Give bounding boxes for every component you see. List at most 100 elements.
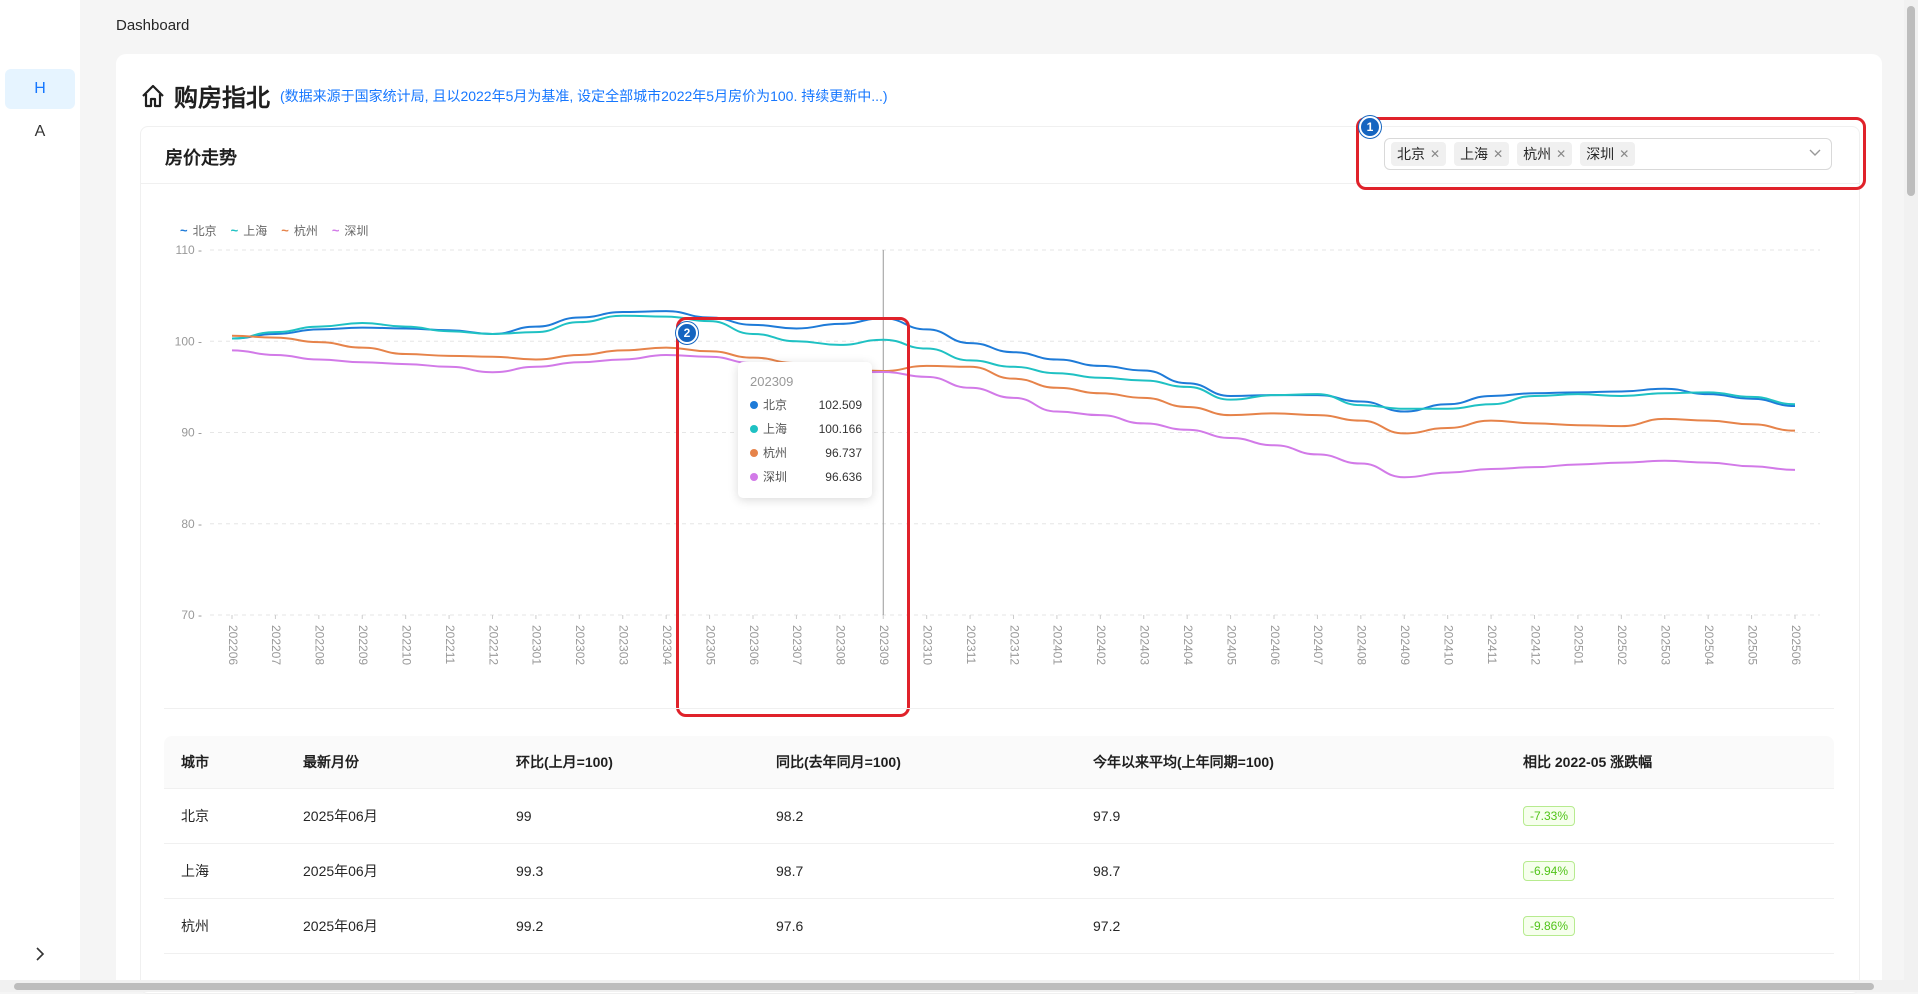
tooltip-dot <box>750 424 758 433</box>
table-header-cell: 城市 <box>181 754 209 770</box>
horizontal-scrollbar[interactable] <box>0 980 1904 992</box>
series-line-深圳 <box>231 349 1796 479</box>
city-tag-label: 深圳 <box>1586 146 1615 162</box>
table-cell: 2025年06月 <box>303 863 378 879</box>
x-tick-label: 202309 <box>877 625 891 665</box>
table-cell: 2025年06月 <box>303 918 378 934</box>
legend-label: 深圳 <box>344 224 369 238</box>
table-cell: 98.2 <box>776 808 804 824</box>
legend-item[interactable]: ~ 深圳 <box>332 222 369 239</box>
close-icon[interactable]: ✕ <box>1430 147 1441 161</box>
table-cell: 99 <box>516 808 532 824</box>
x-tick-label: 202310 <box>920 625 934 665</box>
chart-card-header: 房价走势 <box>141 127 1859 184</box>
legend-swatch: ~ <box>281 223 289 238</box>
table-row: 上海 2025年06月 99.3 98.7 98.7 -6.94% <box>164 844 1834 899</box>
y-tick-label: 90 - <box>181 426 202 440</box>
x-tick-label: 202210 <box>399 625 413 665</box>
tooltip-row-name: 深圳 <box>763 470 788 484</box>
table-cell: 2025年06月 <box>303 808 378 824</box>
city-tag[interactable]: 上海 ✕ <box>1454 142 1510 166</box>
city-tag[interactable]: 杭州 ✕ <box>1517 142 1573 166</box>
legend-label: 杭州 <box>293 224 318 238</box>
scrollbar-thumb[interactable] <box>14 983 1874 990</box>
table-cell: 99.3 <box>516 863 544 879</box>
annotation-marker-1: 1 <box>1359 116 1381 138</box>
city-multiselect[interactable]: 北京 ✕ 上海 ✕ 杭州 ✕ 深圳 ✕ <box>1384 138 1832 170</box>
x-tick-label: 202402 <box>1094 625 1108 665</box>
table-row: 北京 2025年06月 99 98.2 97.9 -7.33% <box>164 789 1834 844</box>
legend-swatch: ~ <box>180 223 188 238</box>
x-tick-label: 202405 <box>1224 625 1238 665</box>
city-tag-label: 北京 <box>1397 146 1425 162</box>
vertical-scrollbar[interactable] <box>1904 0 1918 992</box>
scrollbar-thumb[interactable] <box>1907 6 1915 196</box>
city-tag[interactable]: 深圳 ✕ <box>1580 142 1636 166</box>
x-tick-label: 202311 <box>964 625 978 664</box>
tooltip-dot <box>750 448 758 457</box>
tooltip-row: 上海 100.166 <box>750 420 862 437</box>
tooltip-row-name: 上海 <box>763 422 788 436</box>
x-tick-label: 202406 <box>1268 625 1282 665</box>
close-icon[interactable]: ✕ <box>1556 147 1567 161</box>
series-line-上海 <box>231 314 1796 410</box>
line-chart[interactable]: 70 - 80 - 90 - 100 - 110 - 202206 202207 202208… <box>140 240 1830 680</box>
table-cell: 97.9 <box>1093 808 1121 824</box>
table-cell: 杭州 <box>181 918 209 934</box>
legend-item[interactable]: ~ 北京 <box>180 222 217 239</box>
city-tag-label: 上海 <box>1460 146 1489 162</box>
close-icon[interactable]: ✕ <box>1619 147 1630 161</box>
chart-card: 房价走势 <box>140 126 1860 994</box>
x-tick-label: 202312 <box>1007 625 1021 665</box>
y-tick-label: 100 - <box>175 334 202 348</box>
table-header-cell: 同比(去年同月=100) <box>776 754 901 770</box>
annotation-marker-2: 2 <box>676 322 698 344</box>
x-tick-label: 202208 <box>313 625 327 665</box>
series-line-杭州 <box>231 334 1796 435</box>
x-tick-label: 202211 <box>443 625 457 664</box>
tooltip-row-value: 96.636 <box>825 469 862 484</box>
x-tick-label: 202207 <box>269 625 283 665</box>
x-tick-label: 202411 <box>1485 625 1499 664</box>
tooltip-title: 202309 <box>750 374 794 389</box>
breadcrumb[interactable]: Dashboard <box>116 17 190 34</box>
table-cell: 98.7 <box>776 863 804 879</box>
chevron-down-icon[interactable] <box>1809 146 1821 161</box>
x-tick-label: 202305 <box>703 625 717 665</box>
x-tick-label: 202304 <box>660 625 674 665</box>
chevron-right-icon <box>36 947 45 961</box>
city-tag[interactable]: 北京 ✕ <box>1391 142 1447 166</box>
sidebar-item-label: H <box>34 80 46 97</box>
y-tick-label: 110 - <box>176 243 202 257</box>
sidebar-item-h[interactable]: H <box>5 69 75 109</box>
sidebar: H A <box>0 0 80 992</box>
sidebar-collapse-button[interactable] <box>28 942 52 966</box>
x-tick-label: 202504 <box>1702 625 1716 665</box>
table-header-cell: 相比 2022-05 涨跌幅 <box>1523 754 1653 770</box>
x-tick-label: 202502 <box>1615 625 1629 665</box>
close-icon[interactable]: ✕ <box>1493 147 1504 161</box>
page-title: 购房指北 (数据来源于国家统计局, 且以2022年5月为基准, 设定全部城市20… <box>140 78 888 113</box>
tooltip-row: 杭州 96.737 <box>750 444 862 461</box>
divider <box>164 708 1834 709</box>
sidebar-item-label: A <box>34 123 46 140</box>
table-header-cell: 最新月份 <box>303 754 359 770</box>
x-tick-label: 202505 <box>1745 625 1759 665</box>
tooltip-row: 深圳 96.636 <box>750 468 862 485</box>
table-cell: 97.6 <box>776 918 804 934</box>
x-tick-label: 202303 <box>617 625 631 665</box>
highlight-box-select <box>1356 117 1866 190</box>
x-tick-label: 202503 <box>1659 625 1673 665</box>
x-tick-label: 202307 <box>790 625 804 665</box>
sidebar-item-a[interactable]: A <box>5 112 75 152</box>
x-tick-label: 202308 <box>834 625 848 665</box>
chart-tooltip: 202309 北京 102.509 上海 100.166 杭州 96.737 深圳 96… <box>738 362 872 498</box>
change-badge: -6.94% <box>1523 861 1576 881</box>
legend-item[interactable]: ~ 上海 <box>231 222 268 239</box>
x-tick-label: 202302 <box>573 625 587 665</box>
table-row: 杭州 2025年06月 99.2 97.6 97.2 -9.86% <box>164 899 1834 954</box>
table-cell: 97.2 <box>1093 918 1121 934</box>
x-tick-label: 202403 <box>1138 625 1152 665</box>
x-tick-label: 202409 <box>1398 625 1412 665</box>
legend-item[interactable]: ~ 杭州 <box>281 222 318 239</box>
